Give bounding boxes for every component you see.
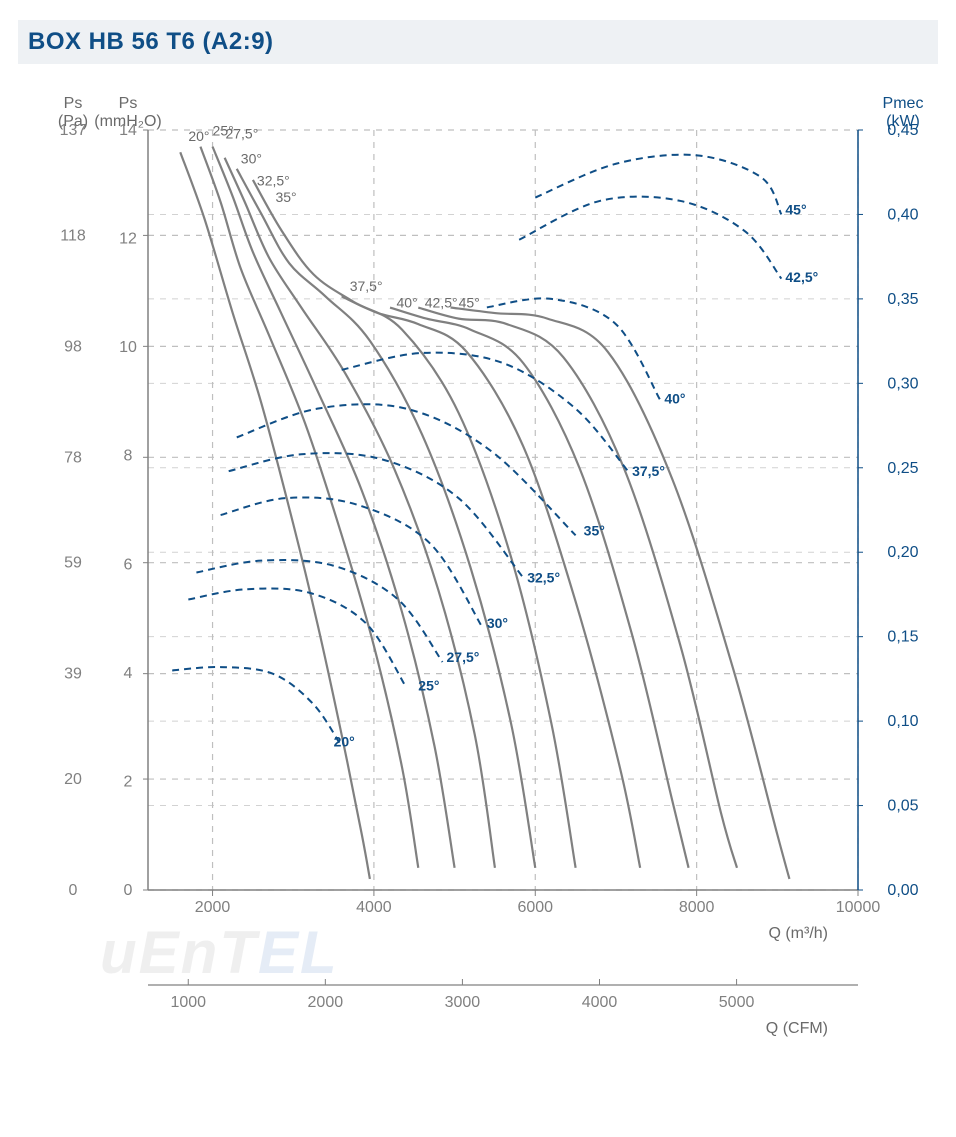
svg-text:98: 98	[64, 338, 82, 355]
svg-text:Pmec: Pmec	[883, 95, 924, 112]
power-curve-label: 37,5°	[632, 463, 665, 479]
svg-text:3000: 3000	[445, 994, 481, 1011]
svg-text:118: 118	[60, 227, 86, 244]
pressure-curve-label: 37,5°	[350, 278, 383, 294]
svg-text:12: 12	[119, 231, 137, 248]
svg-text:2: 2	[124, 773, 133, 790]
svg-text:137: 137	[60, 122, 87, 139]
svg-text:0,15: 0,15	[887, 629, 918, 646]
power-curve-label: 30°	[487, 615, 508, 631]
svg-text:2000: 2000	[195, 899, 231, 916]
svg-text:0,45: 0,45	[887, 122, 918, 139]
svg-text:6: 6	[124, 556, 133, 573]
svg-text:Ps: Ps	[119, 95, 138, 112]
pressure-curve-label: 20°	[188, 128, 209, 144]
svg-text:0,40: 0,40	[887, 206, 918, 223]
svg-text:0,25: 0,25	[887, 460, 918, 477]
svg-text:10: 10	[119, 339, 137, 356]
power-curve-label: 20°	[334, 733, 355, 749]
svg-text:10000: 10000	[836, 899, 881, 916]
svg-text:59: 59	[64, 555, 82, 572]
svg-text:0,30: 0,30	[887, 375, 918, 392]
svg-text:0: 0	[69, 882, 78, 899]
svg-text:Ps: Ps	[64, 95, 83, 112]
svg-text:4000: 4000	[356, 899, 392, 916]
svg-text:0,10: 0,10	[887, 713, 918, 730]
svg-text:4: 4	[124, 665, 133, 682]
power-curve-label: 42,5°	[785, 269, 818, 285]
power-curve-label: 35°	[584, 522, 605, 538]
svg-text:4000: 4000	[582, 994, 618, 1011]
svg-text:0,05: 0,05	[887, 798, 918, 815]
svg-text:0,35: 0,35	[887, 291, 918, 308]
svg-text:2000: 2000	[308, 994, 344, 1011]
power-curve-label: 45°	[785, 201, 806, 217]
svg-text:78: 78	[64, 449, 82, 466]
power-curve-label: 25°	[418, 678, 439, 694]
title-bar: BOX HB 56 T6 (A2:9)	[18, 20, 938, 64]
power-curve-label: 32,5°	[527, 570, 560, 586]
pressure-curve-label: 30°	[241, 150, 262, 166]
svg-text:Q (CFM): Q (CFM)	[766, 1020, 828, 1037]
svg-text:6000: 6000	[517, 899, 553, 916]
pressure-curve-label: 35°	[275, 189, 296, 205]
power-curve-label: 27,5°	[447, 649, 480, 665]
svg-text:0,00: 0,00	[887, 882, 918, 899]
svg-text:0,20: 0,20	[887, 544, 918, 561]
svg-text:1000: 1000	[170, 994, 206, 1011]
pressure-curve-label: 40°	[397, 295, 418, 311]
svg-text:14: 14	[119, 122, 137, 139]
fan-performance-chart: Ps(Pa)02039597898118137Ps(mmH₂O)02468101…	[28, 90, 928, 1100]
pressure-curve-label: 45°	[459, 295, 480, 311]
pressure-curve-label: 27,5°	[225, 125, 258, 141]
svg-text:20: 20	[64, 771, 82, 788]
svg-text:5000: 5000	[719, 994, 755, 1011]
svg-text:8: 8	[124, 448, 133, 465]
svg-text:8000: 8000	[679, 899, 715, 916]
pressure-curve-label: 32,5°	[257, 172, 290, 188]
page-title: BOX HB 56 T6 (A2:9)	[28, 28, 274, 56]
power-curve-label: 40°	[664, 391, 685, 407]
svg-text:Q (m³/h): Q (m³/h)	[768, 925, 828, 942]
svg-text:0: 0	[124, 882, 133, 899]
svg-text:39: 39	[64, 666, 82, 683]
